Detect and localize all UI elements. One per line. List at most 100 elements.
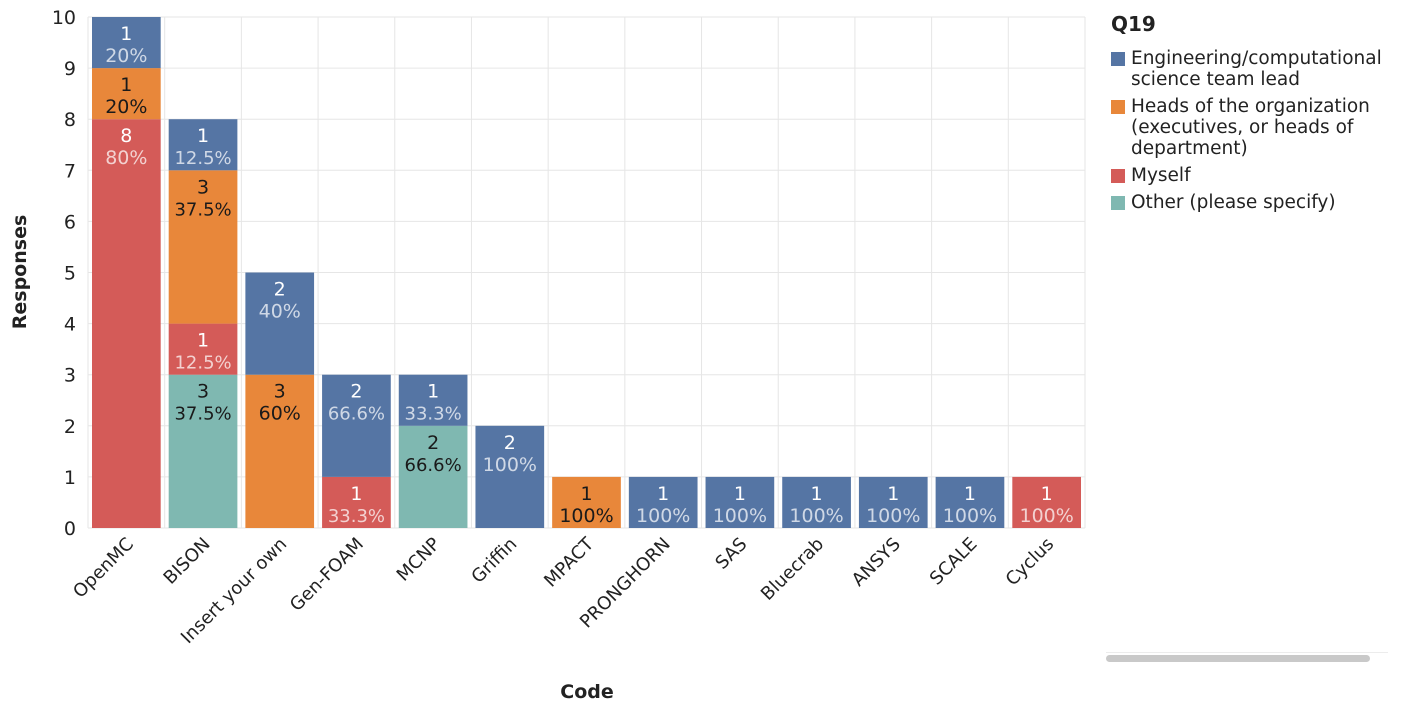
bar-count-label: 2 [504,432,516,454]
bar-count-label: 8 [120,125,132,147]
bar-count-label: 1 [197,125,209,147]
y-tick-label: 6 [64,211,76,233]
bar-segment [322,374,391,477]
bar-segment [1012,476,1081,528]
legend-label-other: Other (please specify) [1131,192,1336,213]
x-tick-label: Bluecrab [757,534,828,605]
legend-swatch-heads [1111,100,1125,114]
x-tick-label: BISON [160,534,215,589]
legend-scrollbar[interactable] [1106,655,1370,662]
bar-percent-label: 100% [943,505,997,527]
bar-count-label: 1 [811,483,823,505]
bar-count-label: 2 [274,279,286,301]
legend-entry-heads[interactable]: Heads of the organization (executives, o… [1111,96,1401,159]
x-tick-label: MCNP [393,534,445,586]
bar-segment [92,119,161,528]
bar-segment [705,476,775,528]
bar-percent-label: 20% [105,96,147,118]
legend-label-heads: Heads of the organization (executives, o… [1131,96,1370,159]
y-tick-label: 1 [64,467,76,489]
bar-percent-label: 33.3% [405,404,462,425]
bar-count-label: 3 [197,176,209,198]
bar-percent-label: 33.3% [328,506,385,527]
bar-percent-label: 100% [713,505,767,527]
bar-percent-label: 40% [259,301,301,323]
bar-segment [245,374,315,528]
bar-percent-label: 66.6% [328,404,385,425]
bar-segment [168,119,238,171]
y-tick-label: 4 [64,314,76,336]
bar-count-label: 3 [197,381,209,403]
bar-segment [552,476,621,528]
bars: 880%120%120%337.5%112.5%337.5%112.5%360%… [92,17,1081,528]
bar-count-label: 1 [427,381,439,403]
y-tick-label: 9 [64,58,76,80]
bar-segment [782,476,851,528]
bar-count-label: 1 [120,23,132,45]
bar-percent-label: 12.5% [174,148,231,169]
legend-swatch-team-lead [1111,52,1125,66]
x-tick-label: Cyclus [1002,534,1059,591]
bar-segment [398,425,468,528]
bar-percent-label: 37.5% [174,199,231,220]
gridlines [87,16,1086,529]
x-tick-label: SCALE [926,534,982,590]
bar-segment [858,476,928,528]
bar-count-label: 1 [120,74,132,96]
y-tick-label: 5 [64,263,76,285]
bar-count-label: 2 [350,381,362,403]
legend-swatch-other [1111,196,1125,210]
legend-label-team-lead: Engineering/computational science team l… [1131,48,1382,90]
x-tick-label: OpenMC [69,534,138,603]
bar-count-label: 1 [197,330,209,352]
x-axis-title: Code [560,681,613,703]
x-tick-label: Griffin [467,534,521,588]
bar-segment [475,425,545,528]
bar-count-label: 3 [274,381,286,403]
bar-percent-label: 37.5% [174,404,231,425]
bar-percent-label: 100% [789,505,843,527]
bar-count-label: 1 [657,483,669,505]
x-tick-label: SAS [711,534,751,574]
y-axis-title: Responses [9,215,31,330]
x-tick-label: MPACT [540,533,599,592]
bar-count-label: 1 [1041,483,1053,505]
legend-scrollbar-track [1106,652,1388,653]
bar-segment [628,476,698,528]
bar-count-label: 1 [734,483,746,505]
bar-count-label: 2 [427,432,439,454]
x-tick-label: ANSYS [848,534,905,591]
bar-segment [92,17,161,69]
bar-count-label: 1 [887,483,899,505]
bar-percent-label: 60% [259,403,301,425]
y-axis-ticks: 0 1 2 3 4 5 6 7 8 9 10 [52,7,76,540]
bar-percent-label: 100% [636,505,690,527]
y-tick-label: 0 [64,518,76,540]
legend-label-myself: Myself [1131,165,1191,186]
bar-segment [168,170,238,324]
legend-entry-team-lead[interactable]: Engineering/computational science team l… [1111,48,1401,90]
bar-count-label: 1 [350,483,362,505]
legend: Q19 Engineering/computational science te… [1111,12,1401,219]
bar-segment [92,68,161,120]
bar-segment [168,323,238,375]
bar-segment [322,476,391,528]
y-tick-label: 8 [64,109,76,131]
y-tick-label: 2 [64,416,76,438]
bar-percent-label: 100% [1019,505,1073,527]
y-tick-label: 10 [52,7,76,29]
bar-percent-label: 100% [866,505,920,527]
y-tick-label: 7 [64,160,76,182]
legend-entry-myself[interactable]: Myself [1111,165,1401,186]
x-tick-label: Gen-FOAM [286,534,368,616]
legend-swatch-myself [1111,169,1125,183]
bar-percent-label: 100% [483,454,537,476]
bar-percent-label: 12.5% [174,353,231,374]
bar-percent-label: 20% [105,45,147,67]
legend-entry-other[interactable]: Other (please specify) [1111,192,1401,213]
bar-percent-label: 100% [559,505,613,527]
bar-count-label: 1 [580,483,592,505]
bar-segment [245,272,315,375]
bar-percent-label: 66.6% [405,455,462,476]
